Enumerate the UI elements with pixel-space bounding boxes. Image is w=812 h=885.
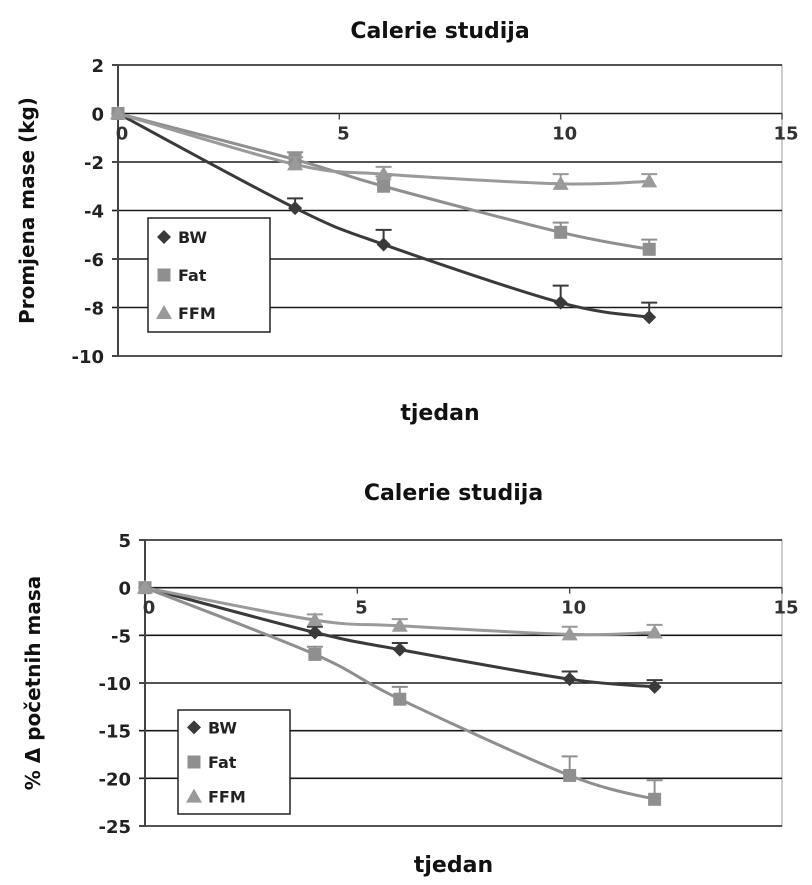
data-point-fat: [642, 242, 656, 256]
x-tick-label: 15: [773, 598, 798, 619]
y-tick-label: -25: [98, 817, 131, 838]
data-point-ffm: [646, 624, 663, 639]
legend-label-ffm: FFM: [208, 788, 246, 807]
x-tick-label: 10: [552, 124, 577, 145]
y-tick-label: 0: [118, 579, 131, 600]
legend-label-bw: BW: [208, 718, 237, 737]
y-tick-label: -20: [98, 769, 131, 790]
y-tick-label: -10: [71, 347, 104, 368]
x-tick-label: 5: [355, 598, 368, 619]
data-point-bw: [553, 295, 568, 310]
data-point-fat: [393, 692, 407, 706]
data-point-ffm: [306, 612, 323, 627]
y-tick-label: -2: [84, 153, 104, 174]
x-tick-label: 10: [561, 598, 586, 619]
y-tick-label: -15: [98, 722, 131, 743]
y-tick-label: -8: [84, 299, 104, 320]
legend-label-bw: BW: [178, 228, 207, 247]
data-point-ffm: [552, 175, 569, 190]
data-point-ffm: [110, 105, 126, 120]
legend-marker-fat: [187, 755, 201, 769]
legend-marker-bw: [157, 230, 171, 244]
y-tick-label: -10: [98, 674, 131, 695]
data-point-bw: [647, 679, 662, 694]
data-point-fat: [377, 179, 391, 193]
x-axis-label: tjedan: [414, 853, 493, 878]
data-point-fat: [563, 768, 577, 782]
chart-percent-change: Calerie studija 5 0 -5 -10 -15 -20 -25 0 5 10 15 tje…: [21, 481, 799, 878]
x-axis-label: tjedan: [400, 401, 479, 426]
legend-label-ffm: FFM: [178, 304, 216, 323]
legend-marker-fat: [157, 268, 171, 282]
chart-mass-change-kg: Calerie studija 2 0 -2 -4 -6 -8 -10 0 5 10 15 tjedan…: [15, 19, 799, 426]
legend-label-fat: Fat: [208, 753, 237, 772]
legend: BW Fat FFM: [177, 709, 291, 815]
data-point-bw: [642, 310, 657, 325]
x-tick-label: 0: [116, 124, 129, 145]
x-tick-label: 5: [337, 124, 350, 145]
data-point-ffm: [375, 166, 392, 181]
legend: BW Fat FFM: [147, 217, 271, 333]
data-point-fat: [308, 647, 322, 661]
data-point-ffm: [561, 626, 578, 641]
y-axis-label: Promjena mase (kg): [15, 97, 39, 324]
chart-title: Calerie studija: [364, 481, 543, 506]
data-point-bw: [392, 642, 407, 657]
y-tick-label: 0: [91, 105, 104, 126]
y-tick-label: 5: [118, 531, 131, 552]
y-tick-label: 2: [91, 56, 104, 77]
data-point-fat: [648, 792, 662, 806]
data-point-bw: [562, 672, 577, 687]
data-point-bw: [376, 237, 391, 252]
data-point-ffm: [137, 579, 153, 594]
data-point-ffm: [287, 156, 304, 171]
chart-title: Calerie studija: [350, 19, 529, 44]
legend-marker-bw: [187, 720, 201, 735]
y-axis-label: % Δ početnih masa: [21, 576, 45, 791]
y-tick-label: -5: [111, 626, 131, 647]
legend-marker-ffm: [186, 788, 202, 803]
x-tick-label: 0: [143, 598, 156, 619]
data-point-bw: [288, 201, 303, 216]
legend-label-fat: Fat: [178, 266, 207, 285]
y-tick-label: -4: [84, 202, 104, 223]
data-point-bw: [307, 625, 322, 640]
legend-marker-ffm: [156, 305, 172, 319]
x-tick-label: 15: [773, 124, 798, 145]
data-point-ffm: [641, 173, 658, 188]
data-point-ffm: [391, 617, 408, 632]
y-tick-label: -6: [84, 250, 104, 271]
data-point-fat: [554, 225, 568, 239]
